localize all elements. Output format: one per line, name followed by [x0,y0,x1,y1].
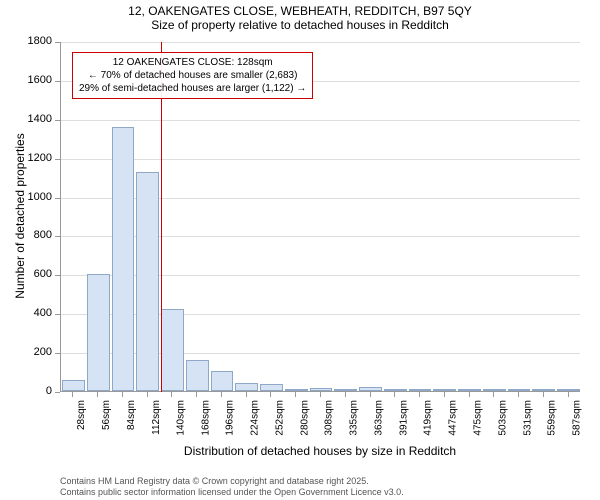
x-tick-label: 168sqm [200,400,211,436]
bar [433,389,456,391]
bar [112,127,135,391]
bar [285,389,308,391]
x-tick-label: 419sqm [423,400,434,436]
callout-box: 12 OAKENGATES CLOSE: 128sqm← 70% of deta… [72,52,313,99]
footer: Contains HM Land Registry data © Crown c… [60,476,404,498]
x-tick-label: 196sqm [225,400,236,436]
bar [458,389,481,391]
x-tick-label: 252sqm [274,400,285,436]
x-tick-label: 56sqm [101,400,112,430]
x-tick-label: 475sqm [473,400,484,436]
y-tick-label: 1600 [20,74,52,86]
callout-line-1: 12 OAKENGATES CLOSE: 128sqm [79,56,306,69]
x-tick-label: 224sqm [250,400,261,436]
x-tick-label: 363sqm [374,400,385,436]
x-tick-label: 391sqm [398,400,409,436]
bar [532,389,555,391]
x-tick-label: 587sqm [572,400,583,436]
bar [557,389,580,391]
bar [334,389,357,391]
bar [409,389,432,391]
footer-line-2: Contains public sector information licen… [60,487,404,498]
x-axis-title: Distribution of detached houses by size … [60,444,580,458]
x-tick-label: 112sqm [151,400,162,435]
callout-line-2: ← 70% of detached houses are smaller (2,… [79,69,306,82]
bar [186,360,209,391]
bar [62,380,85,391]
x-tick-label: 28sqm [76,400,87,430]
x-tick-label: 531sqm [522,400,533,436]
x-tick-label: 447sqm [448,400,459,436]
x-tick-label: 308sqm [324,400,335,436]
bar [384,389,407,391]
x-tick-label: 140sqm [175,400,186,436]
bar [136,172,159,391]
x-tick-label: 84sqm [126,400,137,430]
bar [310,388,333,391]
histogram-chart: 02004006008001000120014001600180028sqm56… [0,0,600,500]
footer-line-1: Contains HM Land Registry data © Crown c… [60,476,404,487]
bar [161,309,184,391]
bar [211,371,234,391]
callout-line-3: 29% of semi-detached houses are larger (… [79,82,306,95]
bar [260,384,283,391]
bar [508,389,531,391]
x-tick-label: 559sqm [547,400,558,436]
bar [359,387,382,391]
x-tick-label: 503sqm [497,400,508,436]
y-tick-label: 0 [20,385,52,397]
y-tick-label: 1800 [20,35,52,47]
x-tick-label: 280sqm [299,400,310,436]
bar [483,389,506,391]
bar [87,274,110,391]
y-tick-label: 200 [20,346,52,358]
bar [235,383,258,391]
y-axis-title: Number of detached properties [13,116,27,316]
x-tick-label: 335sqm [349,400,360,436]
